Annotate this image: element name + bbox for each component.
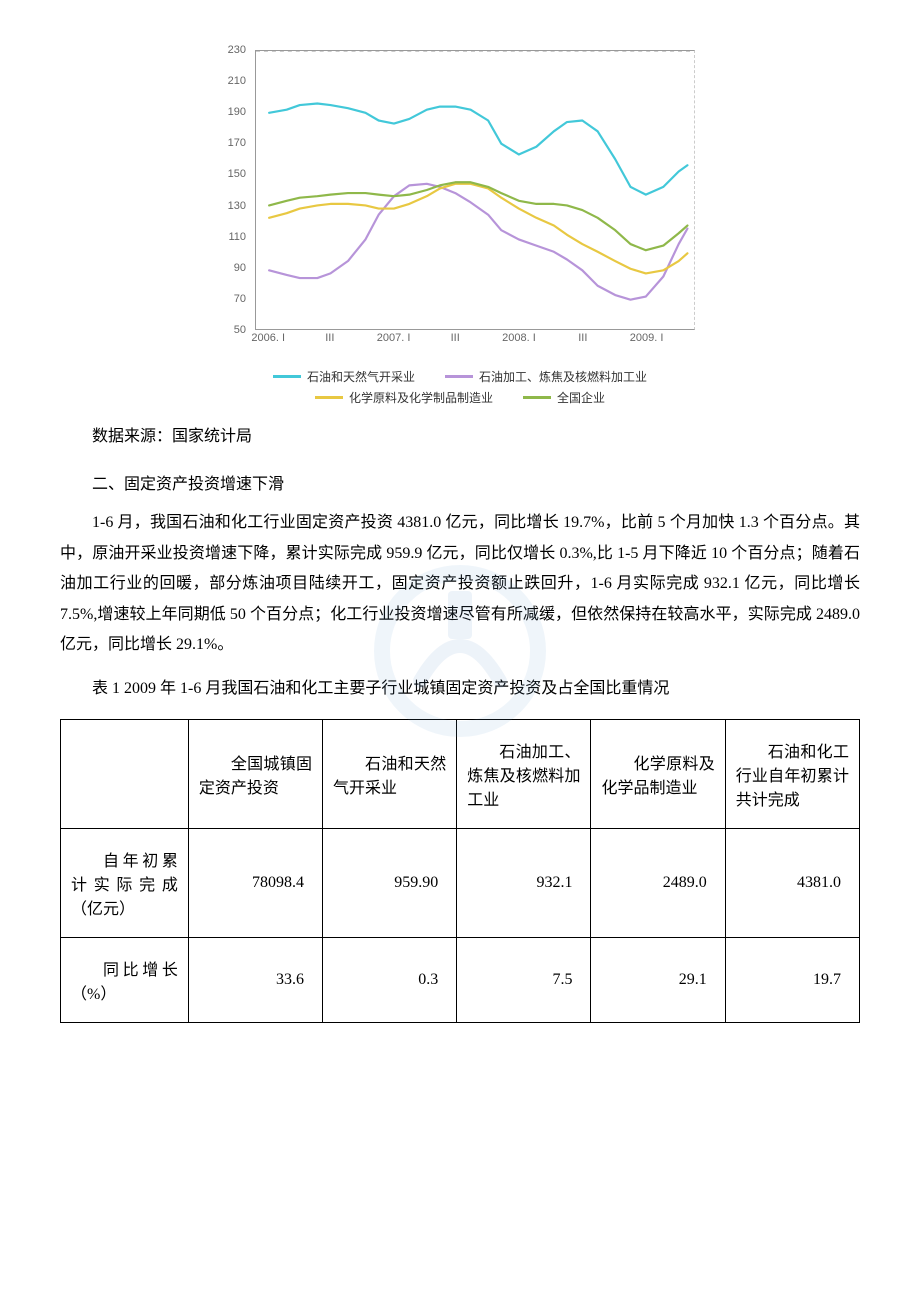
legend-swatch <box>523 396 551 399</box>
legend-swatch <box>445 375 473 378</box>
legend-label: 石油加工、炼焦及核燃料加工业 <box>479 368 647 385</box>
row-label-cell: 同比增长（%） <box>61 937 189 1022</box>
table-header-cell: 石油和天然气开采业 <box>323 719 457 828</box>
body-paragraph: 1-6 月，我国石油和化工行业固定资产投资 4381.0 亿元，同比增长 19.… <box>60 508 860 660</box>
y-tick-label: 170 <box>228 137 246 149</box>
x-tick-label: 2007. I <box>377 332 411 344</box>
table-cell: 19.7 <box>725 937 859 1022</box>
data-source-text: 数据来源：国家统计局 <box>60 422 860 452</box>
table-header-cell: 石油加工、炼焦及核燃料加工业 <box>457 719 591 828</box>
table-header-cell: 化学原料及化学品制造业 <box>591 719 725 828</box>
y-tick-label: 190 <box>228 106 246 118</box>
y-tick-label: 90 <box>234 262 246 274</box>
y-tick-label: 110 <box>228 231 246 243</box>
table-header-cell: 全国城镇固定资产投资 <box>188 719 322 828</box>
legend-label: 化学原料及化学制品制造业 <box>349 389 493 406</box>
table-cell: 959.90 <box>323 828 457 937</box>
table-body: 自年初累计实际完成（亿元）78098.4959.90932.12489.0438… <box>61 828 860 1022</box>
investment-table: 全国城镇固定资产投资石油和天然气开采业石油加工、炼焦及核燃料加工业化学原料及化学… <box>60 719 860 1023</box>
table-cell: 33.6 <box>188 937 322 1022</box>
x-tick-label: 2006. I <box>251 332 285 344</box>
y-tick-label: 210 <box>228 75 246 87</box>
y-tick-label: 230 <box>228 44 246 56</box>
line-chart: 507090110130150170190210230 2006. IIII20… <box>210 50 710 408</box>
legend-item: 化学原料及化学制品制造业 <box>315 389 493 406</box>
y-axis: 507090110130150170190210230 <box>210 50 250 330</box>
table-cell: 0.3 <box>323 937 457 1022</box>
legend-label: 全国企业 <box>557 389 605 406</box>
y-tick-label: 130 <box>228 200 246 212</box>
table-row: 同比增长（%）33.60.37.529.119.7 <box>61 937 860 1022</box>
table-caption: 表 1 2009 年 1-6 月我国石油和化工主要子行业城镇固定资产投资及占全国… <box>60 674 860 704</box>
table-cell: 7.5 <box>457 937 591 1022</box>
x-tick-label: III <box>578 332 587 344</box>
legend-item: 全国企业 <box>523 389 605 406</box>
table-row: 自年初累计实际完成（亿元）78098.4959.90932.12489.0438… <box>61 828 860 937</box>
legend-label: 石油和天然气开采业 <box>307 368 415 385</box>
y-tick-label: 150 <box>228 168 246 180</box>
table-header-cell: 石油和化工行业自年初累计共计完成 <box>725 719 859 828</box>
chart-legend: 石油和天然气开采业 石油加工、炼焦及核燃料加工业化学原料及化学制品制造业 全国企业 <box>210 366 710 408</box>
table-header-cell <box>61 719 189 828</box>
legend-swatch <box>273 375 301 378</box>
table-cell: 2489.0 <box>591 828 725 937</box>
y-tick-label: 50 <box>234 324 246 336</box>
legend-swatch <box>315 396 343 399</box>
row-label-cell: 自年初累计实际完成（亿元） <box>61 828 189 937</box>
x-axis: 2006. IIII2007. IIII2008. IIII2009. I <box>255 332 695 350</box>
table-cell: 29.1 <box>591 937 725 1022</box>
x-tick-label: 2009. I <box>630 332 664 344</box>
legend-item: 石油加工、炼焦及核燃料加工业 <box>445 368 647 385</box>
section-heading: 二、固定资产投资增速下滑 <box>60 470 860 494</box>
table-cell: 78098.4 <box>188 828 322 937</box>
x-tick-label: III <box>325 332 334 344</box>
x-tick-label: 2008. I <box>502 332 536 344</box>
table-cell: 932.1 <box>457 828 591 937</box>
x-tick-label: III <box>451 332 460 344</box>
y-tick-label: 70 <box>234 293 246 305</box>
table-header-row: 全国城镇固定资产投资石油和天然气开采业石油加工、炼焦及核燃料加工业化学原料及化学… <box>61 719 860 828</box>
table-cell: 4381.0 <box>725 828 859 937</box>
chart-plot-area <box>255 50 695 330</box>
legend-item: 石油和天然气开采业 <box>273 368 415 385</box>
